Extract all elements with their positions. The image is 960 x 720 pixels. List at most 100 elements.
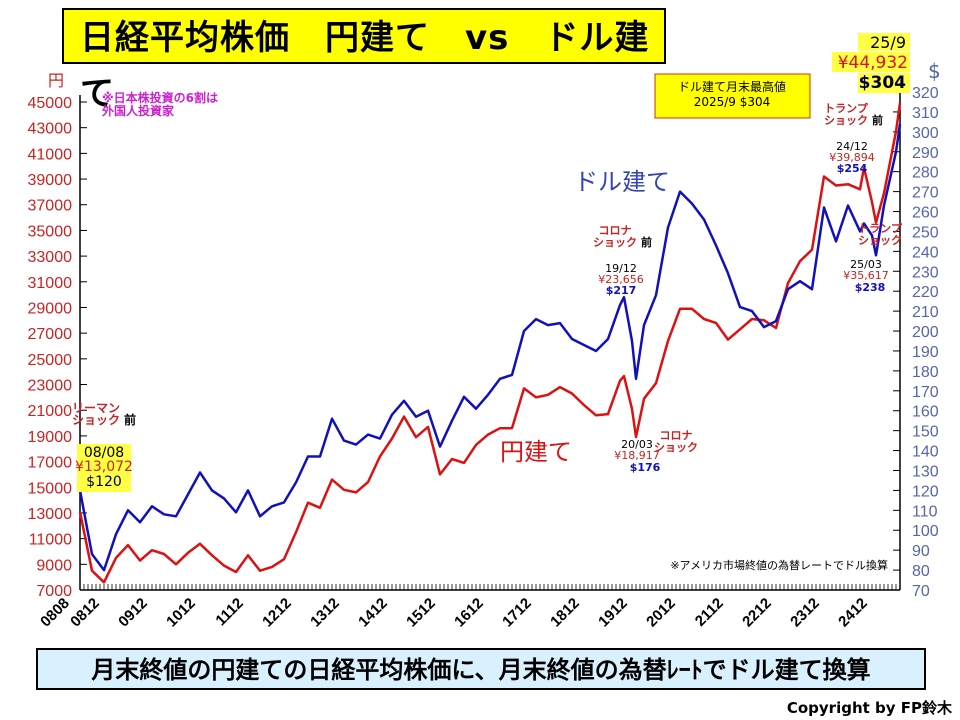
x-tick-label: 1612 xyxy=(451,595,487,631)
trump-pre-suffix: 前 xyxy=(872,113,883,127)
y-left-tick-label: 15000 xyxy=(28,480,73,497)
x-tick-label: 1112 xyxy=(212,595,246,629)
trump-event: トランプ xyxy=(858,221,903,235)
latest-date-bg xyxy=(858,33,910,51)
lehman-date: 08/08 xyxy=(84,445,124,461)
y-right-tick-label: 190 xyxy=(912,344,939,361)
y-right-tick-label: 260 xyxy=(912,205,939,222)
corona-usd: $176 xyxy=(630,461,661,474)
corona-pre-usd: $217 xyxy=(606,284,637,297)
corona-date: 20/03 xyxy=(621,438,653,451)
max-value-text: ドル建て月末最高値 xyxy=(678,79,786,94)
corona-event: コロナ xyxy=(660,429,693,442)
chart-title: 日経平均株価 円建て vs ドル建て xyxy=(62,8,666,114)
yen-series-label: 円建て xyxy=(500,438,572,466)
y-left-tick-label: 33000 xyxy=(28,249,73,266)
y-right-tick-label: 250 xyxy=(912,224,939,241)
y-right-tick-label: 290 xyxy=(912,145,939,162)
lehman-usd: $120 xyxy=(86,474,122,490)
y-left-tick-label: 31000 xyxy=(28,275,73,292)
x-tick-label: 1912 xyxy=(595,595,631,631)
x-tick-label: 2212 xyxy=(739,595,775,631)
x-tick-label: 1312 xyxy=(307,595,343,631)
corona-yen: ¥18,917 xyxy=(614,449,660,462)
y-right-tick-label: 220 xyxy=(912,284,939,301)
y-left-tick-label: 35000 xyxy=(28,223,73,240)
y-left-tick-label: 21000 xyxy=(28,403,73,420)
x-tick-label: 1512 xyxy=(403,595,439,631)
y-left-tick-label: 27000 xyxy=(28,326,73,343)
fx-note: ※アメリカ市場終値の為替レートでドル換算 xyxy=(670,558,888,572)
y-left-tick-label: 41000 xyxy=(28,146,73,163)
x-tick-label: 1012 xyxy=(163,595,199,631)
y-right-tick-label: 230 xyxy=(912,264,939,281)
lehman-suffix: 前 xyxy=(124,412,136,427)
trump-pre-yen: ¥39,894 xyxy=(829,151,875,164)
x-tick-label: 1412 xyxy=(355,595,391,631)
trump-usd: $238 xyxy=(855,281,886,294)
x-tick-label: 2412 xyxy=(835,595,871,631)
copyright: Copyright by FP鈴木 xyxy=(786,699,952,717)
x-tick-label: 0912 xyxy=(115,595,151,631)
y-right-tick-label: 240 xyxy=(912,244,939,261)
x-tick-label: 2112 xyxy=(692,595,727,630)
corona-event: ショック xyxy=(654,441,698,454)
y-right-tick-label: 170 xyxy=(912,384,939,401)
trump-pre-event: トランプ xyxy=(824,101,869,115)
corona-pre-date: 19/12 xyxy=(605,262,637,275)
footer-banner: 月末終値の円建ての日経平均株価に、月末終値の為替ﾚｰﾄでドル建て換算 xyxy=(36,648,926,690)
x-tick-label: 0812 xyxy=(67,595,103,631)
y-left-tick-label: 13000 xyxy=(28,506,73,523)
y-right-tick-label: 90 xyxy=(912,543,930,560)
foreign-investor-note: ※日本株投資の6割は xyxy=(102,90,218,105)
y-left-tick-label: 23000 xyxy=(28,378,73,395)
y-right-tick-label: 270 xyxy=(912,185,939,202)
x-tick-label: 2312 xyxy=(787,595,823,631)
lehman-event: リーマン xyxy=(72,401,120,415)
trump-pre-event: ショック xyxy=(824,114,868,127)
y-right-tick-label: 310 xyxy=(912,105,939,122)
trump-yen: ¥35,617 xyxy=(843,269,889,282)
y-left-tick-label: 37000 xyxy=(28,198,73,215)
corona-pre-suffix: 前 xyxy=(641,235,652,249)
y-right-tick-label: 210 xyxy=(912,304,939,321)
y-right-tick-label: 320 xyxy=(912,85,939,102)
series-line-yen xyxy=(78,102,902,584)
y-left-tick-label: 25000 xyxy=(28,352,73,369)
y-right-tick-label: 100 xyxy=(912,523,939,540)
y-right-tick-label: 140 xyxy=(912,444,939,461)
lehman-event: ショック xyxy=(72,413,120,427)
trump-event: ショック xyxy=(858,234,902,247)
y-right-tick-label: 160 xyxy=(912,404,939,421)
y-left-tick-label: 17000 xyxy=(28,455,73,472)
trump-pre-usd: $254 xyxy=(837,162,868,175)
trump-pre-date: 24/12 xyxy=(836,140,868,153)
latest-date: 25/9 xyxy=(870,33,906,52)
corona-pre-event: コロナ xyxy=(599,224,632,237)
latest-usd: $304 xyxy=(859,73,906,93)
x-tick-label: 1212 xyxy=(259,595,295,631)
y-right-tick-label: 180 xyxy=(912,364,939,381)
x-tick-label: 1712 xyxy=(499,595,535,631)
dollar-series-label: ドル建て xyxy=(574,168,670,196)
max-value-box xyxy=(654,73,811,119)
lehman-highlight xyxy=(77,444,131,492)
x-tick-label: 1812 xyxy=(547,595,583,631)
latest-yen-bg xyxy=(832,52,910,72)
y-right-tick-label: 200 xyxy=(912,324,939,341)
trump-date: 25/03 xyxy=(850,258,882,271)
y-right-tick-label: 280 xyxy=(912,165,939,182)
y-left-tick-label: 9000 xyxy=(36,557,72,574)
x-tick-label: 2012 xyxy=(643,595,679,631)
y-left-tick-label: 7000 xyxy=(36,583,72,600)
corona-pre-event: ショック xyxy=(593,236,637,249)
y-left-tick-label: 19000 xyxy=(28,429,73,446)
series-line-dollar xyxy=(78,123,902,572)
y-left-tick-label: 39000 xyxy=(28,172,73,189)
y-right-tick-label: 300 xyxy=(912,125,939,142)
y-right-tick-label: 150 xyxy=(912,424,939,441)
latest-usd-bg xyxy=(858,73,910,93)
latest-yen: ¥44,932 xyxy=(838,53,908,73)
x-tick-label: 0808 xyxy=(37,595,73,631)
